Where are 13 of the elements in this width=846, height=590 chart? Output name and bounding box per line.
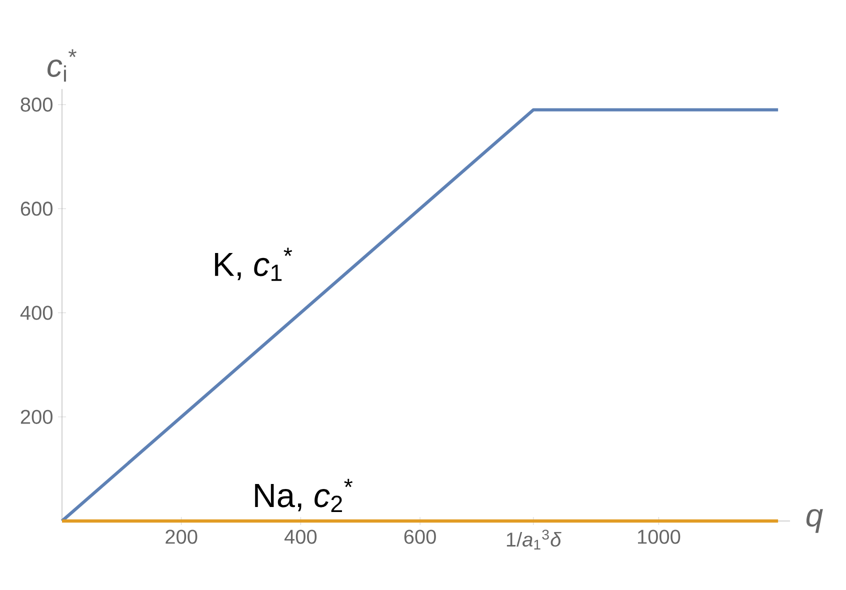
x-tick-label: 600 — [404, 530, 436, 544]
y-tick-label: 600 — [20, 202, 52, 216]
x-tick-label: 1000 — [638, 530, 680, 544]
y-axis-title: c$_{i}$* — [48, 49, 76, 82]
y-tick-label: 400 — [20, 306, 52, 320]
x-tick-label: 400 — [284, 530, 317, 544]
y-tick-label: 800 — [20, 98, 52, 112]
y-tick-label: 200 — [20, 410, 52, 424]
annotation: K, c$_{1}$* — [215, 248, 292, 281]
annotation: Na, c$_{2}$* — [255, 478, 353, 512]
x-axis-title: q — [806, 509, 823, 533]
x-tick-label: 1/a$_{1}$$^{3}$δ — [506, 530, 562, 550]
x-tick-label: 200 — [166, 530, 198, 544]
